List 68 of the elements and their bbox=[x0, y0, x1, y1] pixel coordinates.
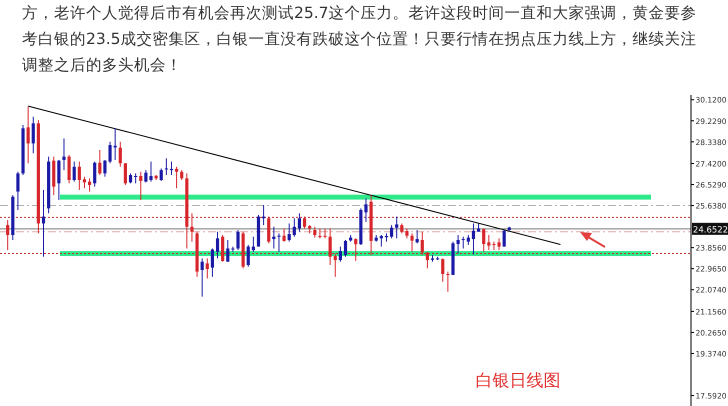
candlestick bbox=[446, 271, 450, 292]
candlestick bbox=[226, 239, 230, 262]
candlestick bbox=[272, 226, 276, 249]
annotation: 白银日线图 bbox=[476, 371, 560, 391]
candlestick bbox=[98, 150, 102, 176]
candlestick bbox=[164, 158, 168, 176]
candlestick bbox=[78, 161, 81, 190]
candlestick bbox=[298, 212, 302, 232]
candlestick bbox=[246, 244, 250, 268]
candlestick bbox=[252, 236, 255, 252]
candlestick bbox=[103, 159, 107, 178]
candlestick bbox=[82, 176, 86, 189]
candlestick bbox=[144, 170, 148, 183]
candlestick bbox=[282, 228, 286, 242]
ref-line-label: 24.6522 bbox=[692, 225, 728, 236]
candlestick bbox=[466, 234, 470, 246]
candlestick bbox=[32, 116, 35, 154]
candlestick bbox=[88, 178, 92, 192]
candlestick bbox=[26, 106, 30, 164]
candlestick bbox=[118, 141, 122, 168]
candlestick bbox=[313, 226, 316, 238]
candlestick bbox=[364, 198, 368, 222]
candlestick bbox=[502, 230, 506, 248]
candlestick bbox=[426, 251, 429, 269]
candlestick bbox=[6, 219, 10, 251]
candlestick bbox=[395, 216, 398, 239]
candlestick bbox=[456, 234, 460, 254]
candlestick bbox=[344, 239, 348, 258]
candlestick bbox=[149, 161, 153, 182]
candlestick bbox=[200, 258, 204, 298]
candlestick bbox=[390, 224, 394, 239]
candlestick bbox=[134, 172, 138, 184]
candlestick bbox=[93, 161, 96, 188]
candlestick bbox=[124, 162, 127, 186]
candlestick bbox=[334, 252, 337, 278]
candlestick bbox=[400, 222, 404, 234]
candlestick bbox=[416, 230, 419, 244]
candlestick bbox=[42, 189, 46, 258]
candlestick bbox=[216, 231, 220, 259]
candlestick bbox=[16, 171, 20, 210]
candlestick bbox=[160, 168, 163, 182]
candlestick bbox=[441, 258, 444, 282]
candlestick bbox=[462, 236, 465, 249]
text: 方，老许个人觉得后市有机会再次测试25.7这个压力。老许这段时间一直和大家强调，黄金要参考白银的23.5成交密集区，白银一直没有跌破这个位置！只要行情在拐点压力线上方，继续关注调整之后的多头机会！ bbox=[22, 3, 698, 76]
candlestick bbox=[62, 138, 66, 171]
candlestick bbox=[206, 258, 209, 279]
candlestick bbox=[410, 232, 414, 252]
candlestick bbox=[323, 228, 327, 239]
candlestick bbox=[72, 161, 76, 182]
candlestick bbox=[57, 159, 60, 201]
candlestick bbox=[108, 141, 112, 164]
candlestick bbox=[68, 154, 71, 184]
candlestick bbox=[139, 171, 142, 201]
candlestick bbox=[277, 232, 281, 252]
candlestick bbox=[420, 231, 424, 256]
candlestick bbox=[114, 128, 117, 160]
candlestick bbox=[338, 246, 342, 262]
candlestick bbox=[405, 228, 409, 239]
candlestick bbox=[302, 216, 306, 229]
candlestick bbox=[262, 204, 266, 226]
candlestick bbox=[236, 230, 240, 251]
candlestick bbox=[180, 170, 184, 181]
candlestick bbox=[210, 248, 214, 278]
candlestick bbox=[267, 216, 270, 244]
candlestick bbox=[128, 172, 132, 184]
candlestick bbox=[354, 238, 358, 262]
candlestick bbox=[472, 222, 476, 255]
candlestick bbox=[328, 228, 332, 266]
